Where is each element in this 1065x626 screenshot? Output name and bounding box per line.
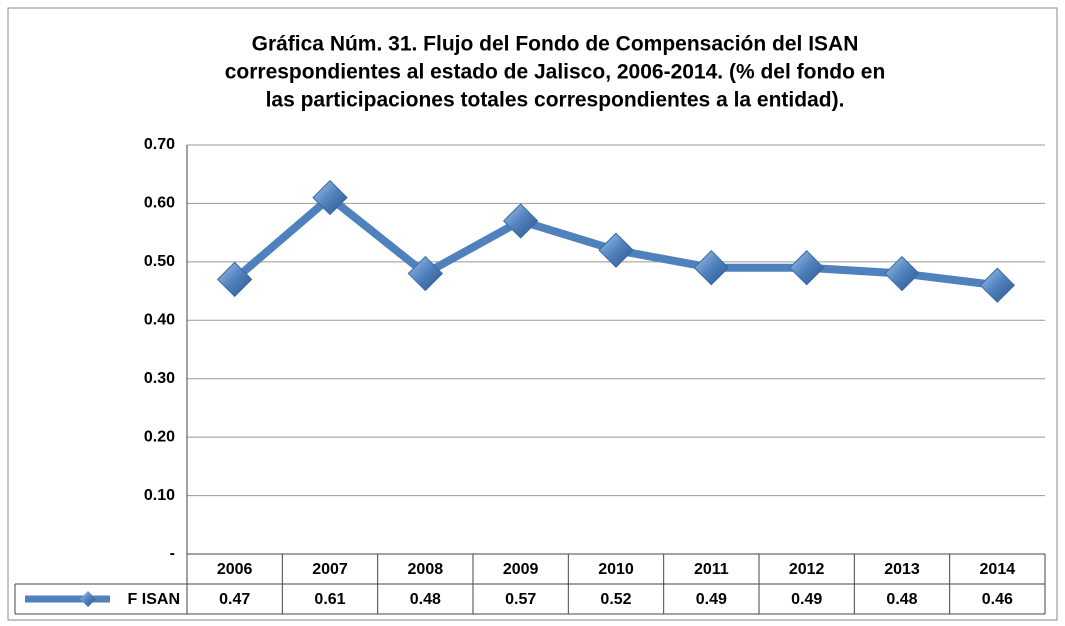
legend-marker	[80, 591, 96, 607]
x-tick-label: 2014	[980, 561, 1016, 578]
marker	[884, 255, 920, 292]
data-label: 0.57	[505, 591, 536, 608]
data-label: 0.46	[982, 591, 1013, 608]
y-tick-label: 0.40	[144, 312, 175, 329]
y-tick-label: 0.10	[144, 487, 175, 504]
x-tick-label: 2011	[694, 561, 729, 578]
y-tick-label: 0.20	[144, 428, 175, 445]
x-tick-label: 2013	[884, 561, 920, 578]
data-label: 0.48	[886, 591, 917, 608]
data-label: 0.49	[696, 591, 727, 608]
chart-frame	[7, 7, 1058, 621]
data-label: 0.52	[600, 591, 631, 608]
marker	[502, 203, 539, 239]
y-tick-label: -	[170, 545, 175, 562]
data-label: 0.48	[410, 591, 441, 608]
x-tick-label: 2007	[312, 561, 348, 578]
y-tick-label: 0.70	[144, 136, 175, 153]
x-tick-label: 2010	[598, 561, 634, 578]
marker	[598, 232, 634, 268]
marker	[312, 179, 348, 216]
x-tick-label: 2008	[408, 561, 444, 578]
chart-subtitle: correspondientes al estado de Jalisco, 2…	[225, 61, 886, 84]
data-label: 0.47	[219, 591, 250, 608]
marker	[693, 249, 730, 286]
chart-subtitle: las participaciones totales correspondie…	[266, 89, 845, 112]
data-label: 0.49	[791, 591, 822, 608]
marker	[216, 261, 253, 298]
x-tick-label: 2009	[503, 561, 539, 578]
chart-title: Gráfica Núm. 31. Flujo del Fondo de Comp…	[252, 33, 859, 56]
marker	[979, 267, 1016, 303]
marker	[407, 255, 444, 292]
y-tick-label: 0.60	[144, 195, 175, 212]
x-tick-label: 2012	[789, 561, 825, 578]
y-tick-label: 0.50	[144, 253, 175, 270]
x-tick-label: 2006	[217, 561, 253, 578]
data-label: 0.61	[314, 591, 345, 608]
y-tick-label: 0.30	[144, 370, 175, 387]
legend-label: F ISAN	[128, 591, 180, 608]
marker	[788, 249, 825, 286]
